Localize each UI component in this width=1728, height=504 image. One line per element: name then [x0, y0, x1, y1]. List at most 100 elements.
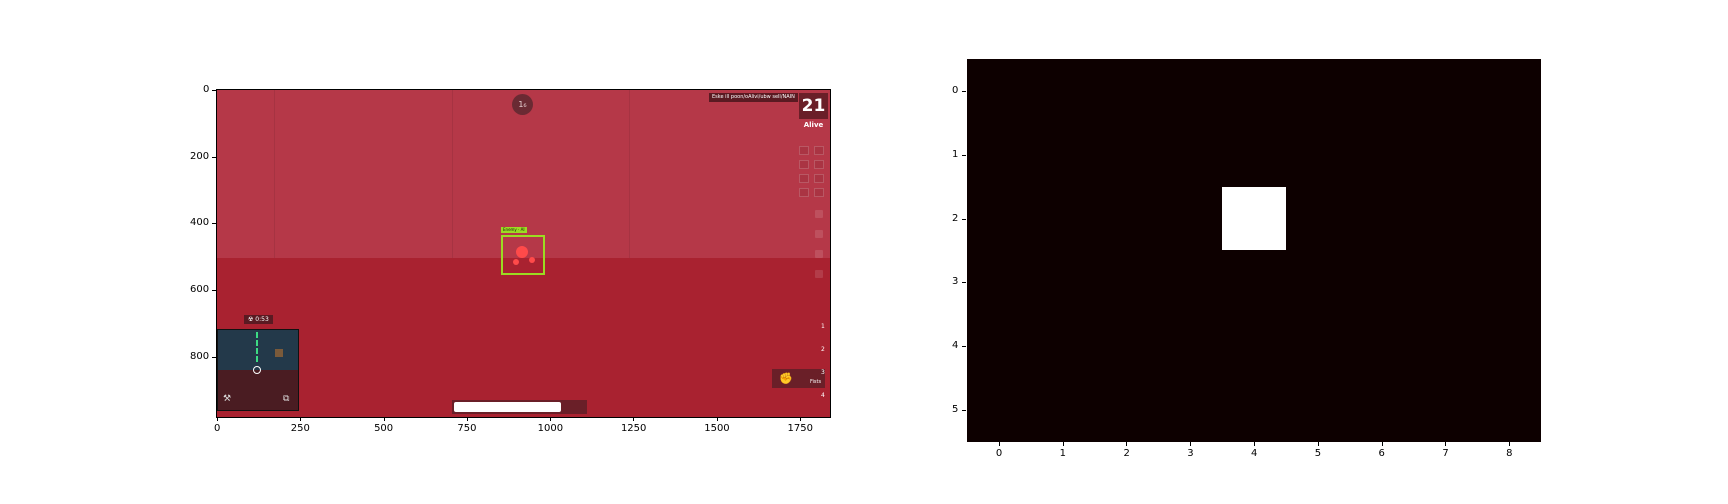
heatmap-x-tick-label: 2 [1123, 448, 1130, 459]
minimap-terrain [218, 330, 298, 370]
x-tick-label: 750 [457, 423, 477, 434]
inventory-slot[interactable] [799, 160, 809, 169]
heatmap-x-tick [1254, 442, 1255, 446]
x-tick [466, 417, 468, 421]
x-tick-label: 1500 [704, 423, 730, 434]
health-bar-fill [454, 402, 561, 412]
heatmap-x-tick [1509, 442, 1511, 446]
heatmap-y-tick-label: 5 [952, 404, 959, 416]
heatmap-x-tick-label: 8 [1506, 448, 1513, 459]
ammo-icon [815, 270, 823, 278]
ammo-icon [815, 210, 823, 218]
inventory-slot[interactable] [799, 174, 809, 183]
y-tick-label: 600 [190, 284, 210, 296]
heatmap-cell-high [1222, 186, 1286, 251]
enemy-hand [529, 257, 535, 263]
y-tick-label: 200 [190, 150, 210, 162]
expand-map-icon[interactable]: ⧉ [283, 394, 290, 404]
heatmap-axes [967, 59, 1541, 442]
x-tick-label: 1250 [620, 423, 647, 434]
weapon-slot-number: 2 [821, 346, 825, 353]
y-tick [212, 356, 216, 358]
alive-label: Alive [803, 121, 824, 129]
x-tick [300, 417, 302, 421]
background-line [452, 90, 453, 258]
heatmap-x-tick-label: 1 [1059, 448, 1067, 459]
heatmap-y-tick [962, 218, 966, 220]
zone-timer-badge: ☢ 0:53 [244, 315, 273, 324]
health-bar [452, 400, 587, 414]
weapon-name: Fists [810, 379, 822, 385]
inventory-slot[interactable] [814, 160, 824, 169]
kill-feed: Eske ill poon/oAlivi/ubw sell/NAIN [709, 93, 798, 102]
inventory-slot[interactable] [814, 188, 824, 197]
heatmap-y-tick-label: 0 [952, 84, 959, 96]
x-tick [383, 417, 385, 421]
heatmap-y-tick [962, 90, 966, 92]
x-tick-label: 0 [214, 423, 221, 434]
heatmap-y-tick-label: 2 [952, 212, 959, 224]
x-tick-label: 250 [290, 423, 310, 434]
heatmap-x-tick-label: 4 [1251, 448, 1258, 459]
heatmap-y-tick-label: 4 [952, 340, 959, 352]
inventory-slot[interactable] [814, 146, 824, 155]
y-tick [212, 90, 216, 91]
heatmap-x-tick [1062, 442, 1064, 446]
target-label: Enemy · AI [501, 227, 527, 233]
x-tick [800, 417, 802, 421]
minimap-path [256, 332, 258, 362]
y-tick-label: 400 [190, 217, 210, 229]
heatmap-y-tick-label: 3 [952, 276, 959, 288]
game-screenshot-axes: 1₆ Eske ill poon/oAlivi/ubw sell/NAIN 21… [216, 89, 831, 418]
x-tick-label: 1750 [787, 423, 813, 434]
round-timer: 1₆ [512, 94, 533, 115]
background-line [629, 90, 630, 258]
heatmap-x-tick [1126, 442, 1128, 446]
y-tick-label: 800 [190, 350, 210, 362]
x-tick-label: 1000 [537, 423, 564, 434]
y-tick [212, 156, 216, 158]
x-tick-label: 500 [374, 423, 394, 434]
ammo-icon [815, 230, 823, 238]
wrench-icon[interactable]: ⚒ [223, 394, 232, 404]
heatmap-x-tick [1381, 442, 1383, 446]
heatmap-x-tick [1317, 442, 1319, 446]
enemy-hand [513, 259, 519, 265]
y-tick [212, 223, 216, 225]
weapon-slot-number: 1 [821, 323, 825, 330]
y-tick-label: 0 [203, 84, 210, 95]
heatmap-x-tick-label: 5 [1314, 448, 1322, 459]
heatmap-x-tick-label: 0 [995, 448, 1003, 459]
x-tick [716, 417, 718, 421]
weapon-slot-number: 4 [821, 392, 825, 399]
heatmap-x-tick [1445, 442, 1447, 446]
fist-icon: ✊ [779, 372, 793, 385]
x-tick [550, 417, 552, 421]
inventory-slot[interactable] [799, 188, 809, 197]
heatmap-y-tick [962, 410, 966, 412]
minimap-building [275, 349, 283, 357]
background-line [274, 90, 275, 258]
minimap[interactable]: ⚒ ⧉ [217, 329, 299, 411]
heatmap-x-tick-label: 3 [1187, 448, 1194, 459]
heatmap-x-tick-label: 6 [1378, 448, 1385, 459]
weapon-slot-active[interactable]: ✊ Fists [772, 369, 825, 388]
ammo-icon [815, 250, 823, 258]
y-tick [212, 290, 216, 292]
heatmap-y-tick-label: 1 [952, 148, 959, 160]
x-tick [633, 417, 635, 421]
inventory-slot[interactable] [799, 146, 809, 155]
minimap-player-marker [253, 366, 261, 374]
enemy-body [516, 246, 528, 258]
alive-count: 21 [799, 93, 828, 119]
weapon-slot-number: 3 [821, 369, 825, 376]
heatmap-y-tick [962, 346, 966, 348]
target-bounding-box [501, 235, 545, 275]
heatmap-x-tick-label: 7 [1442, 448, 1449, 459]
heatmap-y-tick [962, 282, 966, 284]
inventory-slot[interactable] [814, 174, 824, 183]
heatmap-x-tick [998, 442, 1000, 446]
x-tick [217, 417, 218, 421]
heatmap-y-tick [962, 154, 966, 156]
heatmap-x-tick [1190, 442, 1192, 446]
